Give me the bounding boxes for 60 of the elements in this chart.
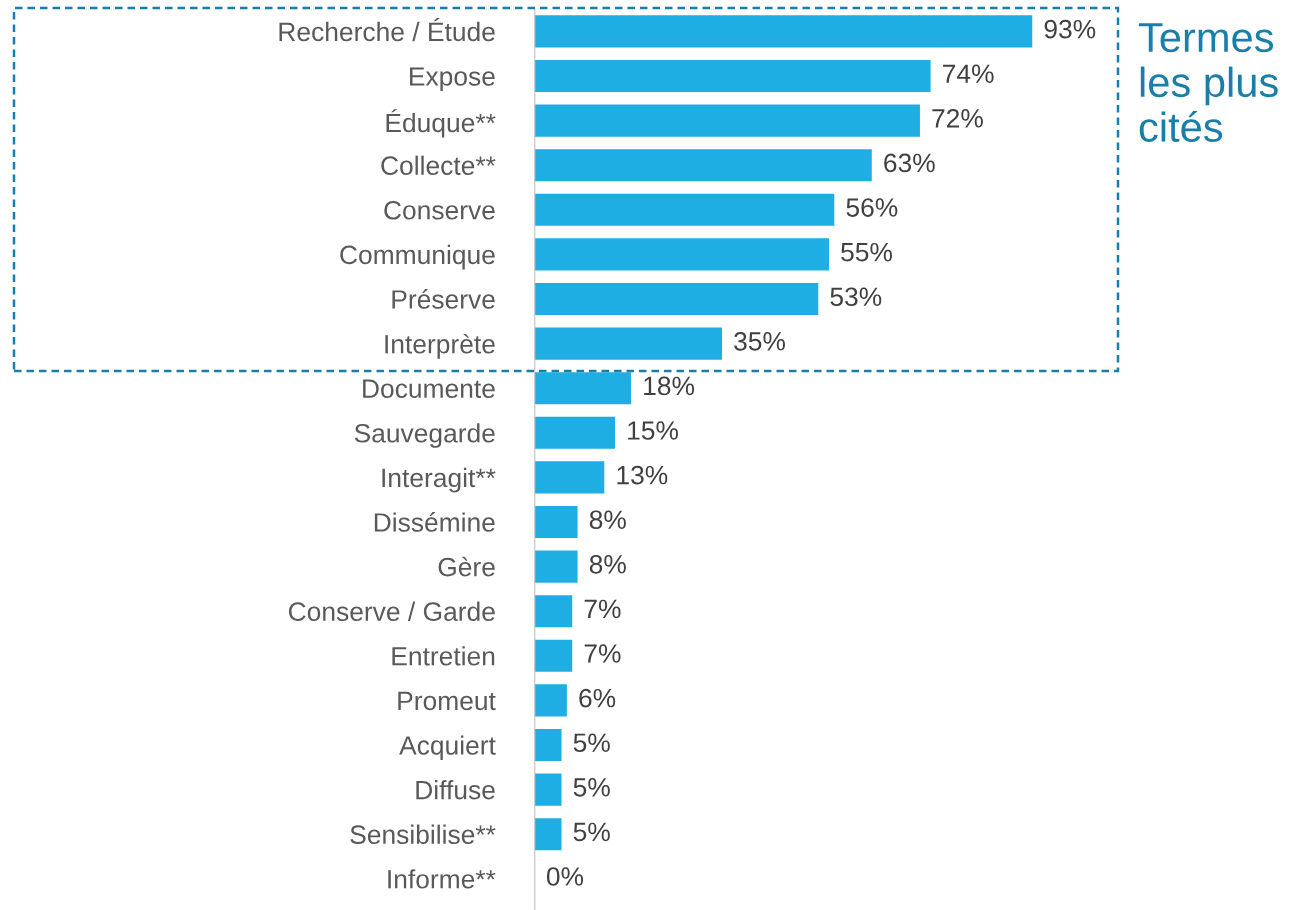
y-tick-label: Promeut bbox=[398, 691, 496, 711]
bar bbox=[534, 818, 562, 851]
data-label: 74% bbox=[943, 64, 994, 83]
text: Termes les plus cités bbox=[1138, 23, 1278, 143]
y-tick-label: Recherche / Étude bbox=[279, 18, 495, 42]
bar bbox=[534, 238, 829, 271]
bar bbox=[534, 684, 567, 717]
bar bbox=[534, 327, 722, 360]
data-label: 5% bbox=[573, 822, 610, 842]
y-tick-label: Expose bbox=[410, 67, 495, 92]
y-tick-label: Sauvegarde bbox=[354, 423, 495, 448]
bar bbox=[534, 372, 632, 405]
y-tick-label: Diffuse bbox=[416, 780, 495, 800]
bar bbox=[534, 639, 573, 672]
bar bbox=[534, 461, 605, 494]
y-tick-label: Entretien bbox=[392, 646, 495, 666]
y-tick-label: Éduque** bbox=[386, 109, 496, 138]
data-label: 5% bbox=[573, 778, 610, 797]
data-label: 35% bbox=[734, 331, 785, 351]
y-tick-label: Sensibilise** bbox=[350, 824, 496, 844]
data-label: 63% bbox=[884, 153, 935, 173]
bar bbox=[534, 505, 578, 539]
bar bbox=[534, 282, 819, 316]
data-label: 7% bbox=[584, 599, 621, 619]
data-label: 7% bbox=[584, 644, 621, 663]
bar bbox=[534, 15, 1033, 48]
y-tick-label: Conserve / Garde bbox=[288, 601, 495, 622]
data-label: 13% bbox=[617, 465, 668, 485]
y-tick-label: Gère bbox=[438, 556, 495, 577]
data-label: 5% bbox=[573, 733, 610, 753]
data-label: 93% bbox=[1044, 19, 1096, 39]
data-label: 56% bbox=[846, 198, 898, 217]
bar bbox=[534, 595, 573, 628]
data-label: 0% bbox=[546, 867, 584, 886]
bar bbox=[534, 149, 872, 182]
y-tick-label: Informe** bbox=[388, 869, 496, 889]
data-label: 8% bbox=[589, 510, 626, 530]
y-tick-label: Interagit** bbox=[382, 467, 496, 493]
y-tick-label: Documente bbox=[363, 379, 495, 399]
bar bbox=[534, 773, 562, 806]
data-label: 15% bbox=[628, 421, 678, 440]
y-tick-label: Acquiert bbox=[399, 735, 496, 761]
data-label: 18% bbox=[644, 376, 695, 396]
y-tick-label: Préserve bbox=[392, 289, 495, 309]
data-label: 53% bbox=[830, 287, 882, 307]
y-tick-label: Communique bbox=[340, 244, 495, 270]
data-label: 72% bbox=[932, 108, 983, 128]
bar bbox=[534, 193, 835, 226]
y-tick-label: Interprète bbox=[385, 333, 495, 359]
bar bbox=[534, 416, 616, 449]
bar bbox=[534, 104, 920, 137]
data-label: 6% bbox=[579, 688, 616, 708]
data-label: 8% bbox=[589, 554, 626, 574]
bar bbox=[534, 728, 562, 762]
y-tick-label: Conserve bbox=[384, 200, 495, 220]
bar bbox=[534, 550, 578, 583]
y-tick-label: Dissémine bbox=[374, 512, 495, 532]
data-label: 55% bbox=[841, 242, 892, 262]
bar bbox=[534, 59, 931, 93]
y-tick-label: Collecte** bbox=[381, 155, 496, 176]
